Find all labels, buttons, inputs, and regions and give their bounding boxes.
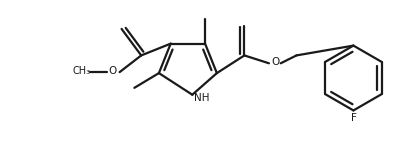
Text: CH₃: CH₃ [72, 66, 91, 76]
Text: F: F [352, 113, 357, 123]
Text: NH: NH [194, 93, 210, 103]
Text: O: O [109, 66, 117, 76]
Text: O: O [272, 57, 280, 67]
